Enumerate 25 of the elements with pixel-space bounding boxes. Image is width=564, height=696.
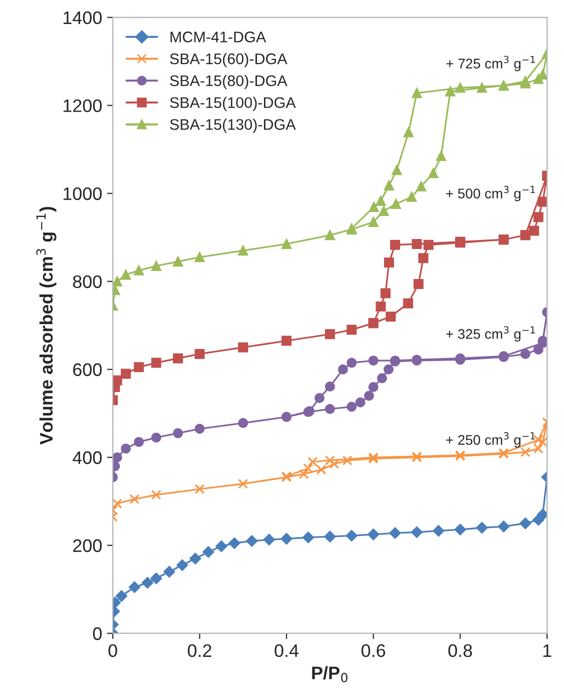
x-tick-label: 0.6 xyxy=(362,644,386,658)
legend-label: MCM-41-DGA xyxy=(170,32,266,42)
y-tick-label: 200 xyxy=(73,539,102,552)
x-tick-label: 0.8 xyxy=(448,644,472,658)
annotation: + 250 cm$^{3}$ g$^{−1}$ xyxy=(446,432,535,448)
x-tick-label: 1 xyxy=(543,644,552,657)
annotation: + 500 cm$^{3}$ g$^{−1}$ xyxy=(446,186,535,202)
legend-label: SBA-15(80)-DGA xyxy=(170,74,288,90)
x-tick-label: 0.2 xyxy=(188,644,212,658)
x-tick-label: 0 xyxy=(108,644,118,658)
y-tick-label: 1200 xyxy=(64,99,102,112)
legend-label: SBA-15(60)-DGA xyxy=(170,53,288,68)
legend-label: SBA-15(100)-DGA xyxy=(170,96,296,112)
annotation: + 725 cm$^{3}$ g$^{−1}$ xyxy=(446,56,535,72)
y-tick-label: 1000 xyxy=(64,187,102,200)
y-tick-label: 600 xyxy=(73,363,102,376)
y-axis-title: Volume adsorbed (cm$^{3}$ g$^{−1}$) xyxy=(36,206,56,445)
x-tick-label: 0.4 xyxy=(274,644,299,658)
y-tick-label: 800 xyxy=(73,275,102,288)
y-tick-label: 1400 xyxy=(64,11,102,24)
annotation: + 325 cm$^{3}$ g$^{−1}$ xyxy=(446,326,535,342)
legend-label: SBA-15(130)-DGA xyxy=(170,118,296,133)
y-tick-label: 400 xyxy=(72,451,102,464)
x-axis-title: P/P$_{0}$ xyxy=(312,666,348,682)
y-tick-label: 0 xyxy=(93,627,102,640)
